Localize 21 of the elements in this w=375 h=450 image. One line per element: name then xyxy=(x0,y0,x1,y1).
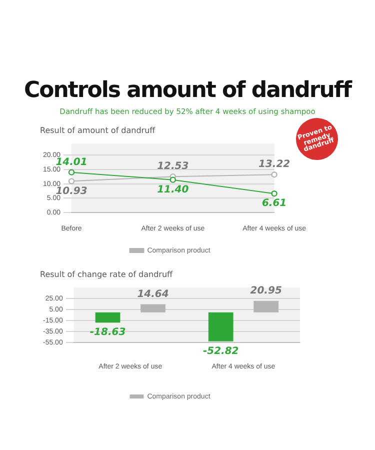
point xyxy=(170,176,176,183)
point xyxy=(68,178,75,184)
point xyxy=(271,171,278,178)
point xyxy=(271,190,278,197)
bar xyxy=(95,312,120,323)
data-label: 6.61 xyxy=(262,198,287,210)
bar xyxy=(254,300,279,312)
data-label: 11.40 xyxy=(157,184,189,196)
data-label: 20.95 xyxy=(250,285,282,296)
data-label: 13.22 xyxy=(258,159,290,170)
data-label: 12.53 xyxy=(157,161,189,172)
data-label: 14.01 xyxy=(56,156,88,168)
chart-title: Result of change rate of dandruff xyxy=(40,270,174,279)
bar xyxy=(140,304,166,312)
data-label: 14.64 xyxy=(137,288,169,300)
data-label: -52.82 xyxy=(202,346,239,357)
bar xyxy=(208,312,234,342)
chart-title: Result of amount of dandruff xyxy=(40,126,156,135)
data-label: -18.63 xyxy=(90,327,126,338)
point xyxy=(68,169,75,176)
text: Controls amount of dandruff xyxy=(22,78,353,103)
